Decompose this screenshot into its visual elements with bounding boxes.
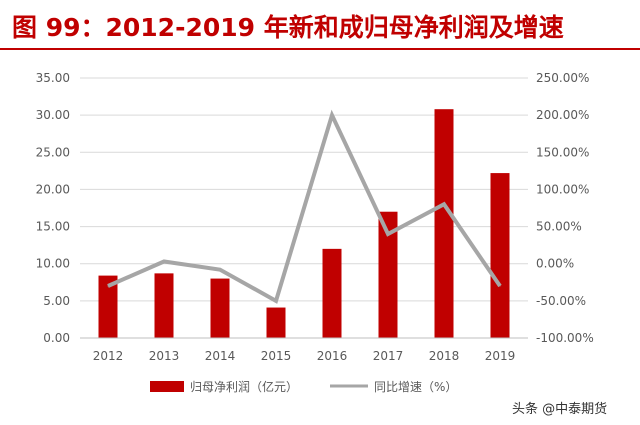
bar-2015 <box>266 307 286 338</box>
line-layer <box>107 109 502 304</box>
left-tick-label: 15.00 <box>36 220 70 234</box>
growth-point-2012 <box>107 285 109 287</box>
growth-line <box>107 109 502 304</box>
left-tick-label: 20.00 <box>36 182 70 196</box>
bars-layer <box>98 109 510 338</box>
legend: 归母净利润（亿元） 同比增速（%） <box>150 379 457 394</box>
bar-2013 <box>154 273 174 338</box>
growth-point-2017 <box>387 233 389 235</box>
legend-label-bar: 归母净利润（亿元） <box>190 379 298 394</box>
legend-swatch-bar <box>150 381 184 392</box>
right-tick-label: 100.00% <box>536 182 589 196</box>
legend-label-line: 同比增速（%） <box>374 380 457 394</box>
combo-chart: 0.00 5.00 10.00 15.00 20.00 25.00 30.00 35.00 -… <box>36 71 594 394</box>
x-tick-label: 2017 <box>373 349 404 363</box>
x-tick-label: 2014 <box>205 349 236 363</box>
title-bar: 图 99：2012-2019 年新和成归母净利润及增速 <box>0 0 640 50</box>
right-axis: -100.00% -50.00% 0.00% 50.00% 100.00% 150.00%… <box>536 71 594 345</box>
left-axis: 0.00 5.00 10.00 15.00 20.00 25.00 30.00 35.00 <box>36 71 70 345</box>
growth-point-2015 <box>275 300 277 302</box>
x-tick-label: 2016 <box>317 349 348 363</box>
watermark: 头条 @中泰期货 <box>512 402 608 417</box>
growth-point-2019 <box>499 285 501 287</box>
right-tick-label: 200.00% <box>536 108 589 122</box>
left-tick-label: 10.00 <box>36 257 70 271</box>
growth-point-2013 <box>163 260 165 262</box>
x-tick-label: 2019 <box>485 349 516 363</box>
x-tick-label: 2013 <box>149 349 180 363</box>
left-tick-label: 30.00 <box>36 108 70 122</box>
growth-point-2014 <box>219 269 221 271</box>
growth-point-2018 <box>443 203 445 205</box>
bar-2019 <box>490 173 510 338</box>
left-tick-label: 5.00 <box>43 294 70 308</box>
growth-point-2016 <box>331 114 333 116</box>
left-tick-label: 25.00 <box>36 145 70 159</box>
right-tick-label: -100.00% <box>536 331 594 345</box>
x-tick-label: 2015 <box>261 349 292 363</box>
bar-2017 <box>378 211 398 338</box>
x-tick-label: 2018 <box>429 349 460 363</box>
right-tick-label: 50.00% <box>536 220 582 234</box>
left-tick-label: 35.00 <box>36 71 70 85</box>
x-tick-label: 2012 <box>93 349 124 363</box>
bar-2016 <box>322 248 342 338</box>
bar-2014 <box>210 278 230 338</box>
x-axis: 2012 2013 2014 2015 2016 2017 2018 2019 <box>80 337 528 363</box>
right-tick-label: 250.00% <box>536 71 589 85</box>
right-tick-label: -50.00% <box>536 294 586 308</box>
right-tick-label: 0.00% <box>536 257 574 271</box>
chart-title: 图 99：2012-2019 年新和成归母净利润及增速 <box>12 13 564 42</box>
bar-2012 <box>98 275 118 338</box>
right-tick-label: 150.00% <box>536 145 589 159</box>
bar-2018 <box>434 109 454 338</box>
left-tick-label: 0.00 <box>43 331 70 345</box>
